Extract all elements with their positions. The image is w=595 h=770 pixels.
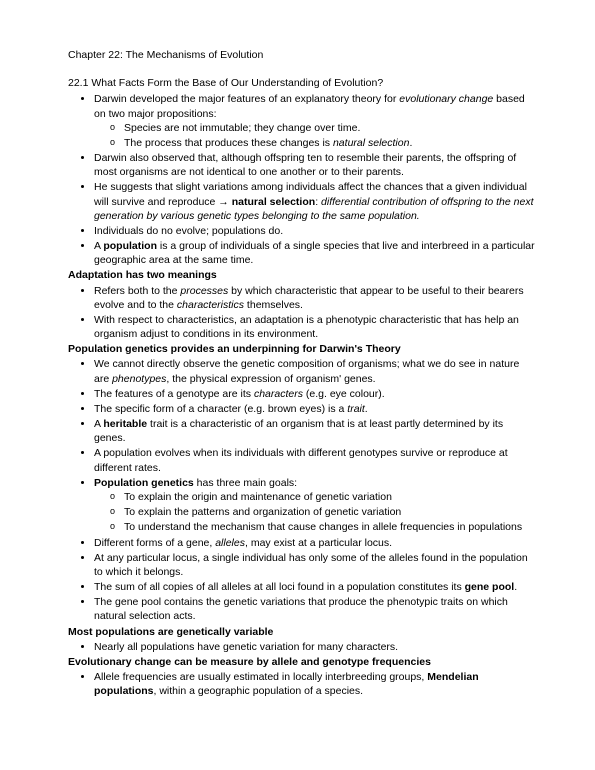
chapter-title: Chapter 22: The Mechanisms of Evolution [68, 48, 535, 62]
subheading-adaptation: Adaptation has two meanings [68, 268, 535, 282]
list-item: To explain the origin and maintenance of… [124, 490, 535, 504]
list-item: Individuals do no evolve; populations do… [94, 224, 535, 238]
list-item: The sum of all copies of all alleles at … [94, 580, 535, 594]
list-item: The gene pool contains the genetic varia… [94, 595, 535, 623]
list-item: Darwin also observed that, although offs… [94, 151, 535, 179]
list-item: A population is a group of individuals o… [94, 239, 535, 267]
bullet-list-1: Darwin developed the major features of a… [68, 92, 535, 267]
bullet-list-4: Nearly all populations have genetic vari… [68, 640, 535, 654]
bullet-list-5: Allele frequencies are usually estimated… [68, 670, 535, 698]
list-item: A population evolves when its individual… [94, 446, 535, 474]
subheading-variable: Most populations are genetically variabl… [68, 625, 535, 639]
list-item: Population genetics has three main goals… [94, 476, 535, 535]
list-item: The specific form of a character (e.g. b… [94, 402, 535, 416]
list-item: The features of a genotype are its chara… [94, 387, 535, 401]
list-item: To understand the mechanism that cause c… [124, 520, 535, 534]
list-item: With respect to characteristics, an adap… [94, 313, 535, 341]
list-item: Different forms of a gene, alleles, may … [94, 536, 535, 550]
list-item: At any particular locus, a single indivi… [94, 551, 535, 579]
list-item: We cannot directly observe the genetic c… [94, 357, 535, 385]
list-item: To explain the patterns and organization… [124, 505, 535, 519]
list-item: Species are not immutable; they change o… [124, 121, 535, 135]
list-item: Allele frequencies are usually estimated… [94, 670, 535, 698]
list-item: A heritable trait is a characteristic of… [94, 417, 535, 445]
list-item: He suggests that slight variations among… [94, 180, 535, 223]
bullet-list-3: We cannot directly observe the genetic c… [68, 357, 535, 623]
list-item: Darwin developed the major features of a… [94, 92, 535, 150]
subheading-evo-change: Evolutionary change can be measure by al… [68, 655, 535, 669]
subheading-pop-genetics: Population genetics provides an underpin… [68, 342, 535, 356]
list-item: Refers both to the processes by which ch… [94, 284, 535, 312]
section-title: 22.1 What Facts Form the Base of Our Und… [68, 76, 535, 90]
bullet-list-2: Refers both to the processes by which ch… [68, 284, 535, 342]
list-item: Nearly all populations have genetic vari… [94, 640, 535, 654]
list-item: The process that produces these changes … [124, 136, 535, 150]
